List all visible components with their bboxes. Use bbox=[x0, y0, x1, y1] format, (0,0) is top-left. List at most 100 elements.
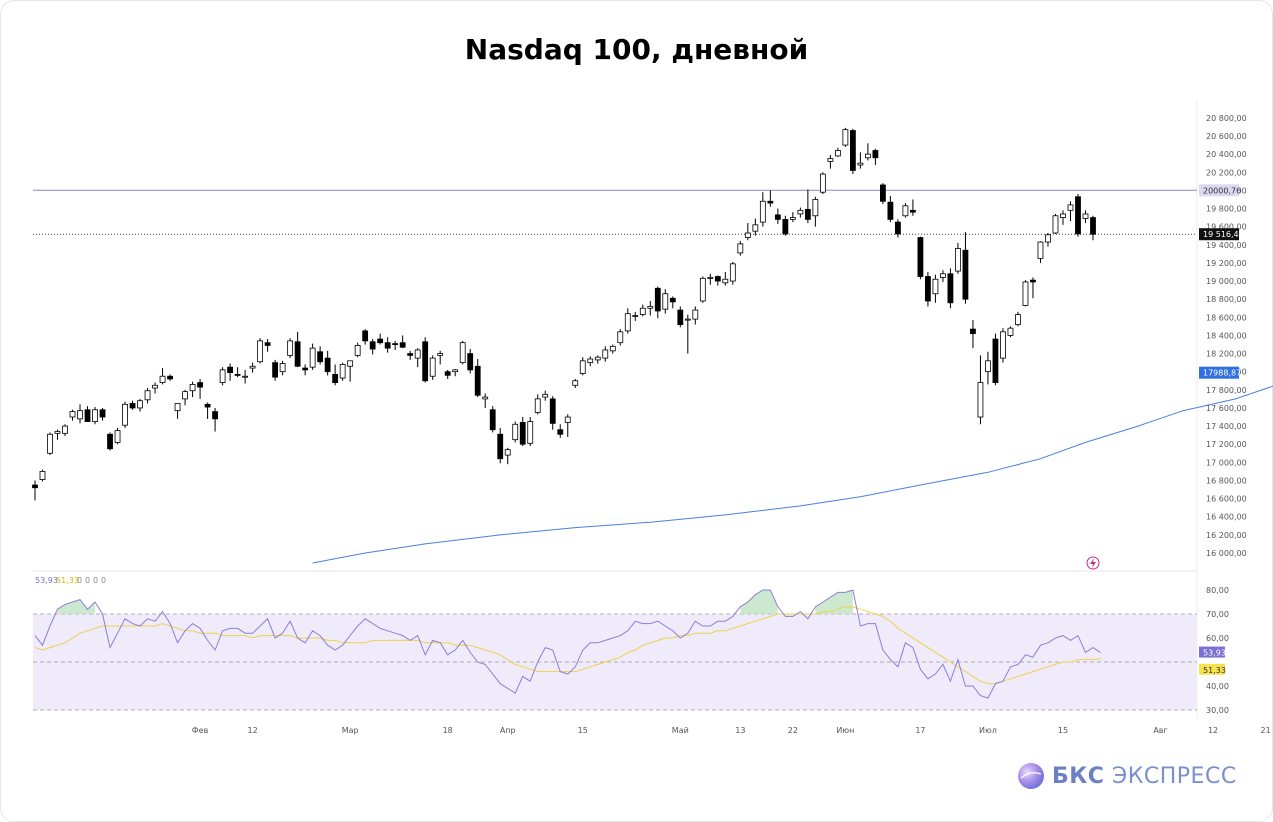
candle-body bbox=[1007, 327, 1014, 336]
price-tick-label: 20 200,00 bbox=[1206, 168, 1247, 177]
rsi-legend-value: 0 bbox=[85, 576, 90, 585]
candle-body bbox=[272, 362, 279, 378]
candle-body bbox=[669, 297, 676, 303]
brand-name: БКС ЭКСПРЕСС bbox=[1052, 764, 1237, 789]
candle-body bbox=[647, 306, 654, 309]
candle-body bbox=[992, 338, 999, 383]
x-tick-label: 21 bbox=[1260, 726, 1270, 735]
candle-body bbox=[632, 315, 639, 317]
candle-body bbox=[774, 214, 781, 220]
candle-body bbox=[497, 433, 504, 460]
candle-body bbox=[1067, 204, 1074, 211]
rsi-tick-label: 80,00 bbox=[1206, 586, 1229, 595]
candle-body bbox=[287, 340, 294, 356]
rsi-legend-value: 53,93 bbox=[35, 576, 58, 585]
candle-body bbox=[827, 158, 834, 162]
candle-body bbox=[880, 184, 886, 202]
candle-body bbox=[917, 237, 924, 277]
candle-body bbox=[69, 411, 76, 418]
candle-body bbox=[744, 232, 751, 238]
candle-body bbox=[392, 343, 399, 345]
candle-body bbox=[204, 403, 211, 408]
price-tick-label: 19 200,00 bbox=[1206, 259, 1247, 268]
candle-body bbox=[339, 364, 346, 379]
candle-body bbox=[617, 331, 624, 344]
candle-body bbox=[144, 390, 151, 401]
candle-body bbox=[257, 340, 264, 363]
candle-body bbox=[692, 309, 699, 320]
candle-body bbox=[489, 409, 496, 431]
price-tick-label: 16 400,00 bbox=[1206, 513, 1247, 522]
candle-body bbox=[512, 423, 519, 441]
candle-body bbox=[309, 347, 316, 368]
candle-body bbox=[887, 201, 894, 220]
candle-body bbox=[444, 371, 451, 376]
candle-body bbox=[62, 425, 68, 434]
brand-sphere-icon bbox=[1018, 763, 1044, 789]
x-tick-label: 15 bbox=[1058, 726, 1068, 735]
price-tick-label: 16 800,00 bbox=[1206, 476, 1247, 485]
candle-body bbox=[609, 345, 616, 352]
candle-body bbox=[474, 365, 481, 396]
brand-name-strong: БКС bbox=[1052, 763, 1105, 789]
rsi-tick-label: 40,00 bbox=[1206, 682, 1229, 691]
candle-body bbox=[152, 384, 158, 389]
candle-body bbox=[834, 150, 841, 157]
last-price-tag-label: 19 516,44 bbox=[1203, 230, 1244, 239]
x-tick-label: Июн bbox=[836, 726, 854, 735]
price-tick-label: 17 000,00 bbox=[1206, 458, 1247, 467]
x-tick-label: 17 bbox=[915, 726, 925, 735]
x-tick-label: 15 bbox=[578, 726, 588, 735]
candle-body bbox=[249, 365, 256, 369]
candles-layer bbox=[32, 127, 1096, 501]
candle-body bbox=[759, 200, 766, 223]
sma-line bbox=[312, 385, 1273, 564]
candle-body bbox=[767, 200, 774, 204]
candle-body bbox=[1030, 279, 1036, 283]
candle-body bbox=[452, 369, 459, 373]
candle-body bbox=[985, 360, 991, 373]
x-tick-label: Май bbox=[672, 726, 689, 735]
price-tick-label: 20 400,00 bbox=[1206, 150, 1247, 159]
x-tick-label: 22 bbox=[788, 726, 798, 735]
candle-body bbox=[895, 221, 901, 235]
candle-body bbox=[99, 409, 106, 418]
price-tick-label: 18 400,00 bbox=[1206, 331, 1247, 340]
price-tick-label: 18 600,00 bbox=[1206, 313, 1247, 322]
candle-body bbox=[797, 209, 804, 215]
candle-body bbox=[872, 150, 879, 159]
candle-body bbox=[174, 403, 181, 412]
candle-body bbox=[47, 433, 53, 454]
rsi-tag bbox=[1199, 646, 1225, 658]
price-tick-label: 18 800,00 bbox=[1206, 295, 1247, 304]
candle-body bbox=[354, 345, 361, 356]
x-tick-label: Июл bbox=[979, 726, 997, 735]
candle-body bbox=[564, 416, 571, 423]
candle-body bbox=[467, 353, 474, 371]
rsi-layer bbox=[33, 589, 1197, 711]
x-tick-label: Апр bbox=[500, 726, 516, 735]
candle-body bbox=[955, 248, 961, 272]
candle-body bbox=[812, 199, 819, 217]
resistance-tag bbox=[1199, 184, 1239, 197]
x-tick-label: Фев bbox=[192, 726, 209, 735]
candle-body bbox=[77, 410, 83, 420]
alert-lightning-icon bbox=[1086, 556, 1100, 570]
rsi-tick-label: 30,00 bbox=[1206, 706, 1229, 715]
candle-body bbox=[429, 357, 436, 377]
candle-body bbox=[662, 293, 669, 310]
candle-body bbox=[1022, 281, 1029, 306]
candle-body bbox=[189, 383, 196, 392]
rsi-tick-label: 60,00 bbox=[1206, 634, 1229, 643]
candle-body bbox=[39, 471, 46, 480]
candle-body bbox=[857, 162, 864, 166]
candle-body bbox=[459, 342, 466, 364]
price-tick-label: 16 600,00 bbox=[1206, 495, 1247, 504]
candle-body bbox=[654, 287, 661, 312]
candle-body bbox=[737, 243, 744, 254]
candle-body bbox=[407, 353, 414, 356]
candle-body bbox=[947, 273, 954, 304]
candle-body bbox=[377, 338, 384, 344]
